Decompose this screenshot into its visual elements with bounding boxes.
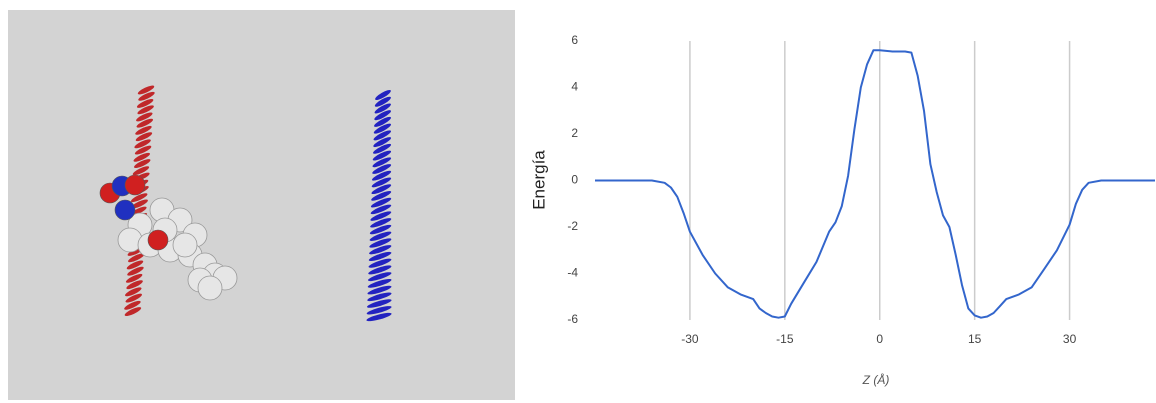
blue-lipid [366, 299, 392, 308]
atom [147, 229, 169, 251]
y-tick-label: 2 [571, 126, 578, 140]
blue-lipid [372, 157, 392, 168]
blue-lipid [374, 103, 391, 114]
blue-lipid [371, 177, 392, 188]
red-lipid [124, 300, 141, 310]
blue-lipid [367, 278, 392, 288]
red-lipid [133, 152, 150, 162]
atom [114, 199, 136, 221]
blue-lipid [374, 110, 391, 121]
blue-lipid [369, 238, 392, 248]
blue-lipid [370, 197, 392, 208]
red-lipid [127, 266, 144, 276]
red-lipid [126, 260, 144, 270]
red-lipid [134, 145, 152, 155]
red-lipid [136, 118, 154, 128]
blue-lipid [373, 123, 391, 134]
plot-area: -30 -15 0 15 30 -6 -4 -2 0 2 4 6 [567, 33, 1155, 346]
red-lipid [131, 199, 148, 209]
blue-lipid [372, 164, 392, 174]
blue-lipid [369, 245, 392, 255]
y-tick-label: 6 [571, 33, 578, 47]
blue-lipid [374, 116, 391, 127]
blue-lipid [373, 143, 392, 154]
atom [172, 232, 198, 258]
red-lipid [125, 287, 142, 297]
red-lipid [137, 105, 154, 115]
blue-lipid [368, 272, 392, 282]
y-tick-label: -2 [567, 219, 578, 233]
blue-lipid [375, 90, 391, 100]
x-tick-label: -30 [681, 332, 699, 346]
x-axis-title: Z (Å) [862, 372, 890, 387]
red-lipid [134, 139, 151, 149]
red-lipid [135, 132, 153, 142]
blue-lipid [371, 184, 392, 195]
x-tick-label: 30 [1063, 332, 1077, 346]
atom [124, 174, 146, 196]
red-lipid [125, 273, 143, 283]
red-lipid [135, 125, 152, 135]
line-series [595, 49, 1155, 319]
red-lipid [134, 159, 151, 169]
blue-lipid [368, 251, 392, 262]
blue-lipid [366, 312, 392, 322]
blue-lipid [369, 224, 392, 235]
x-tick-label: -15 [776, 332, 794, 346]
red-lipid [125, 293, 142, 303]
red-lipid [138, 91, 155, 101]
blue-lipid [372, 150, 392, 161]
red-lipid [128, 253, 145, 263]
atom [197, 275, 223, 301]
blue-lipid [368, 258, 392, 268]
x-tick-label: 15 [968, 332, 982, 346]
blue-lipid [370, 211, 392, 221]
blue-lipid [370, 218, 392, 228]
red-lipid [126, 280, 143, 290]
red-lipid [132, 166, 150, 176]
blue-lipid [374, 96, 391, 107]
y-tick-label: 0 [571, 173, 578, 187]
y-tick-label: -6 [567, 312, 578, 326]
blue-lipid [371, 191, 392, 201]
blue-lipid [367, 285, 392, 295]
red-lipid [136, 99, 154, 108]
blue-lipid [373, 137, 392, 148]
red-lipid [136, 112, 153, 122]
red-lipid [137, 85, 155, 95]
blue-lipid [370, 204, 392, 215]
red-lipid [130, 193, 148, 203]
blue-lipid [366, 306, 392, 315]
molecule-render [99, 85, 392, 322]
y-tick-label: 4 [571, 80, 578, 94]
blue-lipid [371, 170, 392, 181]
y-axis-title: Energía [529, 150, 548, 210]
y-tick-label: -4 [567, 266, 578, 280]
x-tick-label: 0 [876, 332, 883, 346]
red-lipid [124, 307, 142, 317]
blue-lipid [369, 231, 392, 241]
blue-lipid [367, 292, 392, 302]
molecule-panel [8, 10, 515, 400]
blue-lipid [368, 265, 392, 275]
blue-lipid [373, 130, 391, 141]
